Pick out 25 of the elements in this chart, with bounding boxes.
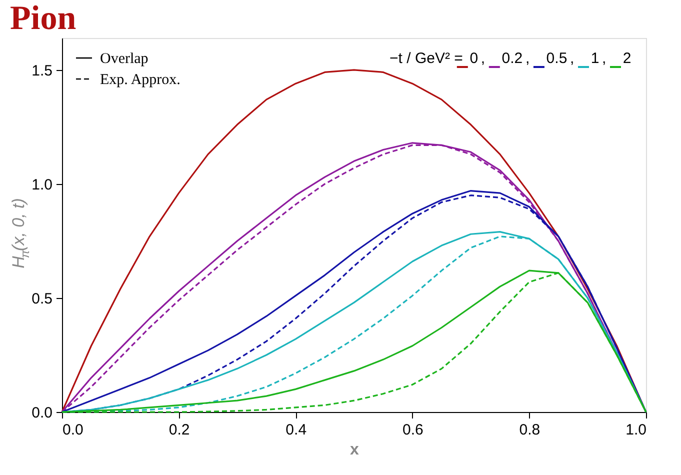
- legend-label: 1: [590, 50, 600, 67]
- y-tick-label: 0.5: [32, 290, 52, 308]
- annotation: ,: [480, 50, 486, 67]
- x-tick-label: 0.8: [519, 422, 540, 438]
- x-tick-label: 0.0: [62, 422, 84, 438]
- y-axis-title: Hπ(x, 0, t): [9, 198, 32, 268]
- x-tick-label: 0.2: [168, 422, 190, 438]
- y-tick-label: 1.5: [32, 62, 52, 80]
- y-tick-label: 0.0: [32, 404, 52, 422]
- x-tick-label: 1.0: [626, 422, 646, 438]
- chart-title: Pion: [10, 0, 76, 37]
- legend-title: −t / GeV² =: [390, 50, 464, 67]
- annotation: Exp. Approx.: [100, 72, 180, 88]
- text: ,: [602, 50, 606, 67]
- text: ,: [570, 50, 574, 67]
- text: ,: [525, 50, 530, 67]
- legend-label: 0.5: [546, 50, 568, 67]
- x-tick-label: 0.4: [286, 422, 307, 438]
- legend-label: 2: [622, 50, 632, 67]
- x-tick-label: 0.6: [402, 422, 424, 438]
- legend-label: 0: [470, 50, 478, 67]
- annotation: Overlap: [100, 51, 148, 67]
- legend-label: 0.2: [502, 50, 523, 67]
- y-tick-label: 1.0: [32, 176, 52, 194]
- x-axis-title: x: [350, 442, 360, 458]
